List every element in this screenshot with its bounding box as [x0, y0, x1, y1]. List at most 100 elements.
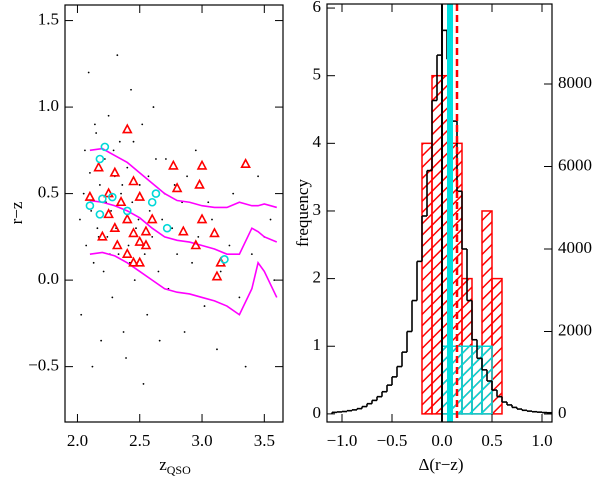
- y2-tick-label: 4000: [558, 238, 592, 257]
- point: [273, 279, 276, 282]
- x-tick-label: 2.0: [67, 431, 88, 450]
- point: [96, 227, 99, 230]
- triangle-marker: [121, 123, 133, 134]
- point: [155, 158, 157, 160]
- triangle-marker: [93, 161, 104, 172]
- point: [257, 175, 259, 178]
- percentile-line: [89, 147, 277, 209]
- y-tick-label: −0.5: [28, 356, 59, 375]
- point: [147, 175, 150, 178]
- y-tick-label: 5: [313, 65, 322, 84]
- point: [176, 253, 179, 256]
- triangle-marker: [196, 159, 208, 170]
- bar: [461, 345, 473, 415]
- triangle-marker: [168, 159, 179, 170]
- point: [98, 184, 101, 186]
- triangle-marker: [103, 208, 114, 219]
- triangle-marker: [134, 190, 146, 201]
- point: [165, 158, 167, 160]
- point: [121, 184, 124, 186]
- point: [152, 106, 155, 108]
- circle-marker: [147, 197, 157, 207]
- y-axis-label: frequency: [293, 179, 312, 247]
- x-tick-label: 3.0: [191, 431, 212, 450]
- point: [186, 175, 188, 178]
- point: [238, 296, 241, 299]
- point: [211, 218, 213, 221]
- point: [122, 331, 125, 333]
- y-tick-label: 4: [313, 132, 322, 151]
- point: [93, 123, 96, 126]
- y2-tick-label: 6000: [558, 155, 592, 174]
- point: [82, 192, 85, 195]
- y-tick-label: 1.5: [38, 9, 59, 28]
- triangle-marker: [196, 213, 208, 224]
- y2-tick-label: 2000: [558, 320, 592, 339]
- triangle-marker: [146, 213, 158, 224]
- circle-marker: [220, 255, 229, 264]
- point: [183, 331, 186, 333]
- triangle-marker: [84, 190, 96, 201]
- point: [132, 140, 135, 143]
- point: [157, 270, 160, 273]
- circle-marker: [122, 206, 132, 216]
- point: [107, 114, 110, 117]
- x-tick-label: 2.5: [129, 431, 150, 450]
- triangle-marker: [111, 239, 123, 250]
- circle-marker: [100, 142, 110, 152]
- point: [95, 132, 98, 134]
- y-tick-label: 2: [313, 268, 322, 287]
- plot-area: [331, 4, 552, 422]
- x-axis-label: Δ(r−z): [418, 455, 463, 474]
- circle-marker: [95, 210, 105, 219]
- point: [131, 201, 134, 204]
- point: [228, 244, 231, 247]
- percentile-line: [89, 199, 278, 255]
- x-tick-label: 3.5: [254, 431, 275, 450]
- point: [112, 149, 115, 152]
- x-axis-label: zQSO: [159, 455, 191, 477]
- point: [117, 253, 120, 256]
- point: [85, 244, 88, 247]
- point: [151, 235, 154, 238]
- point: [173, 184, 176, 186]
- point: [84, 149, 86, 152]
- x-tick-label: 1.0: [531, 431, 552, 450]
- point: [142, 383, 145, 385]
- point: [232, 192, 235, 195]
- triangle-marker: [128, 175, 139, 186]
- triangle-marker: [140, 225, 152, 236]
- point: [120, 192, 122, 195]
- y-axis-label: r−z: [7, 201, 26, 224]
- point: [138, 184, 141, 186]
- x-tick-label: −0.5: [377, 431, 408, 450]
- point: [125, 357, 127, 359]
- point: [79, 218, 81, 221]
- triangle-marker: [109, 166, 121, 177]
- point: [92, 261, 95, 264]
- point: [126, 166, 129, 169]
- triangle-marker: [134, 235, 146, 246]
- triangle-marker: [109, 222, 121, 233]
- point: [219, 270, 222, 273]
- triangle-marker: [211, 270, 223, 281]
- y-tick-label: 0: [313, 403, 322, 422]
- bar: [431, 74, 443, 415]
- circle-marker: [162, 223, 172, 233]
- triangle-marker: [121, 247, 133, 258]
- triangle-marker: [194, 178, 205, 189]
- x-label-main: z: [159, 455, 167, 474]
- x-tick-label: 0.5: [481, 431, 502, 450]
- point: [148, 210, 151, 212]
- point: [146, 313, 149, 316]
- y-tick-label: 3: [313, 200, 322, 219]
- point: [100, 339, 103, 342]
- triangle-marker: [209, 227, 220, 238]
- point: [244, 365, 247, 368]
- point: [161, 218, 164, 221]
- point: [194, 149, 197, 152]
- triangle-marker: [134, 256, 146, 267]
- x-tick-label: 0.0: [431, 431, 452, 450]
- triangle-marker: [140, 239, 152, 250]
- y-tick-label: 0.5: [38, 183, 59, 202]
